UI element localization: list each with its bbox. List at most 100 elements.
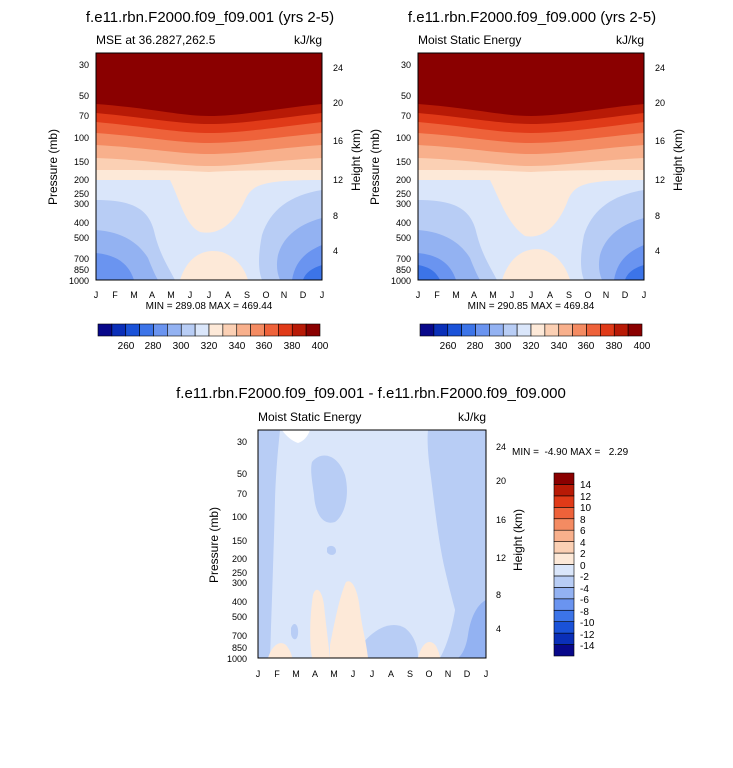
x-tick-label: S: [244, 290, 250, 300]
y-tick-label: 250: [232, 568, 247, 578]
x-tick-label: J: [529, 290, 534, 300]
x-tick-label: A: [388, 669, 394, 679]
colorbar-swatch: [180, 323, 196, 337]
colorbar-label: 280: [467, 341, 484, 352]
colorbar-swatch: [502, 323, 518, 337]
y-tick-label: 100: [396, 133, 411, 143]
y-tick-label: 400: [232, 597, 247, 607]
minus2-small-dot: [327, 545, 336, 555]
minus2-bottom-center: [355, 624, 418, 658]
colorbar-swatch: [278, 323, 293, 337]
positive-blob-mid: [330, 581, 368, 658]
x-tick-label: M: [489, 290, 497, 300]
colorbar-swatch: [264, 323, 279, 337]
x-tick-label: J: [320, 290, 325, 300]
height-tick-label: 8: [496, 590, 501, 600]
colorbar-swatch: [553, 552, 575, 565]
y-tick-label: 150: [74, 157, 89, 167]
x-tick-label: A: [471, 290, 477, 300]
contour-plot: [257, 429, 487, 659]
warm-bottom: [502, 249, 570, 280]
height-tick-label: 24: [496, 442, 506, 452]
zero-patch-top: [282, 430, 310, 443]
y-tick-label: 700: [74, 254, 89, 264]
colorbar-label: 10: [580, 503, 592, 514]
y-axis-label: Pressure (mb): [368, 129, 382, 205]
y-tick-label: 500: [74, 233, 89, 243]
x-tick-label: D: [622, 290, 629, 300]
colorbar-swatch: [516, 323, 532, 337]
y-tick-label: 1000: [391, 276, 411, 286]
colorbar-label: 400: [634, 341, 651, 352]
y-tick-label: 250: [74, 189, 89, 199]
x-tick-label: M: [167, 290, 175, 300]
minus2-left-dot: [291, 623, 299, 640]
y-tick-label: 700: [396, 254, 411, 264]
units-label: kJ/kg: [458, 410, 486, 424]
colorbar-swatch: [236, 323, 251, 337]
colorbar-label: 340: [229, 341, 246, 352]
x-tick-label: J: [207, 290, 212, 300]
colorbar-swatch: [447, 323, 462, 337]
y-tick-label: 200: [396, 175, 411, 185]
colorbar-label: -12: [580, 630, 595, 641]
contour-plot: [95, 52, 323, 281]
colorbar-label: -8: [580, 607, 589, 618]
x-tick-label: A: [225, 290, 231, 300]
x-tick-label: A: [149, 290, 155, 300]
colorbar-swatch: [553, 564, 575, 577]
y-tick-label: 200: [232, 554, 247, 564]
x-tick-label: M: [330, 669, 338, 679]
contour-plot: [417, 52, 645, 281]
x-tick-label: N: [603, 290, 610, 300]
colorbar-label: 340: [551, 341, 568, 352]
x-tick-label: O: [262, 290, 269, 300]
panel-title: f.e11.rbn.F2000.f09_f09.001 - f.e11.rbn.…: [176, 385, 566, 402]
colorbar-label: 2: [580, 549, 586, 560]
x-tick-label: F: [112, 290, 118, 300]
x-tick-label: J: [484, 669, 489, 679]
y-tick-label: 70: [79, 111, 89, 121]
y-tick-label: 50: [79, 91, 89, 101]
colorbar-vertical: 14 12 10 8 6 4 2 0 -2 -4 -6 -8 -10 -12 -…: [553, 472, 595, 657]
x-tick-label: J: [188, 290, 193, 300]
y-axis-label: Pressure (mb): [207, 507, 221, 583]
plot-frame: [95, 52, 323, 281]
band-270-right: [625, 265, 644, 280]
colorbar-swatch: [553, 575, 575, 588]
colorbar-label: -14: [580, 641, 595, 652]
height-tick-label: 20: [496, 476, 506, 486]
x-axis: J F M A M J J A S O N D J: [416, 290, 647, 300]
colorbar-swatch: [489, 323, 504, 337]
colorbar-swatch: [291, 323, 307, 337]
minus2-left-column: [258, 430, 280, 658]
x-tick-label: D: [300, 290, 307, 300]
colorbar-label: 320: [201, 341, 218, 352]
colorbar-label: 320: [523, 341, 540, 352]
colorbar-label: 400: [312, 341, 329, 352]
colorbar-label: -4: [580, 584, 589, 595]
x-tick-label: J: [256, 669, 261, 679]
colorbar-swatch: [553, 484, 575, 497]
x-tick-label: N: [445, 669, 452, 679]
height-tick-label: 4: [333, 246, 338, 256]
colorbar-swatch: [553, 529, 575, 542]
height-tick-label: 4: [496, 624, 501, 634]
colorbar-swatch: [419, 323, 435, 337]
colorbar-swatch: [553, 472, 575, 485]
x-axis: J F M A M J J A S O N D J: [256, 669, 489, 679]
y-axis-left: 30 50 70 100 150 200 250 300 400 500 700…: [46, 60, 89, 286]
colorbar-label: 14: [580, 480, 592, 491]
y-tick-label: 850: [74, 265, 89, 275]
y-axis-right: 24 20 16 12 8 4 Height (km): [655, 63, 685, 256]
x-tick-label: J: [94, 290, 99, 300]
height-tick-label: 12: [496, 553, 506, 563]
height-axis-label: Height (km): [671, 129, 685, 191]
band-280-left: [96, 253, 134, 280]
colorbar-label: 260: [440, 341, 457, 352]
x-tick-label: J: [510, 290, 515, 300]
colorbar-swatch: [125, 323, 140, 337]
y-axis-right: 24 20 16 12 8 4 Height (km): [496, 442, 525, 634]
colorbar-swatch: [544, 323, 560, 337]
colorbar-swatch: [586, 323, 601, 337]
